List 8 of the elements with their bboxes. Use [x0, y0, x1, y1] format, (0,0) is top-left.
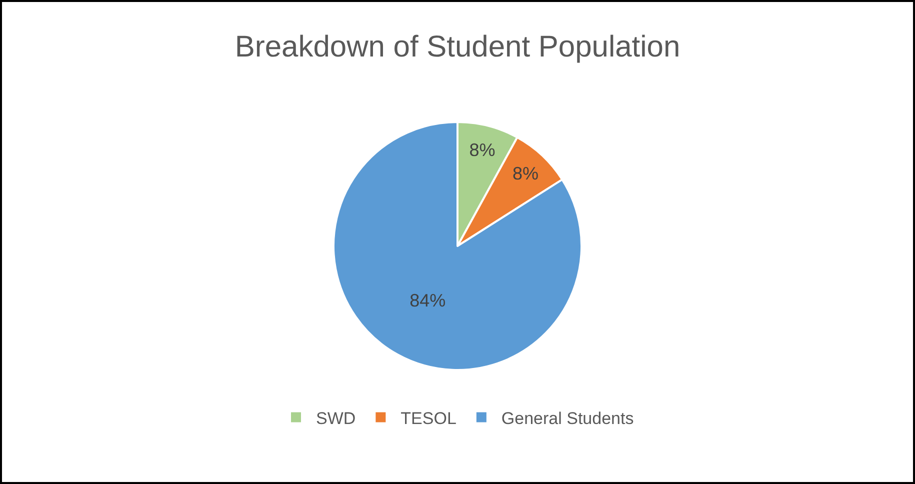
- pie-slice: [332, 121, 582, 371]
- data-label: 84%: [410, 290, 446, 310]
- legend-label: General Students: [501, 408, 634, 428]
- data-label: 8%: [469, 140, 496, 160]
- data-label: 8%: [512, 164, 538, 184]
- legend-label: SWD: [316, 408, 356, 428]
- legend-label: TESOL: [400, 408, 456, 428]
- chart-title: Breakdown of Student Population: [234, 30, 680, 64]
